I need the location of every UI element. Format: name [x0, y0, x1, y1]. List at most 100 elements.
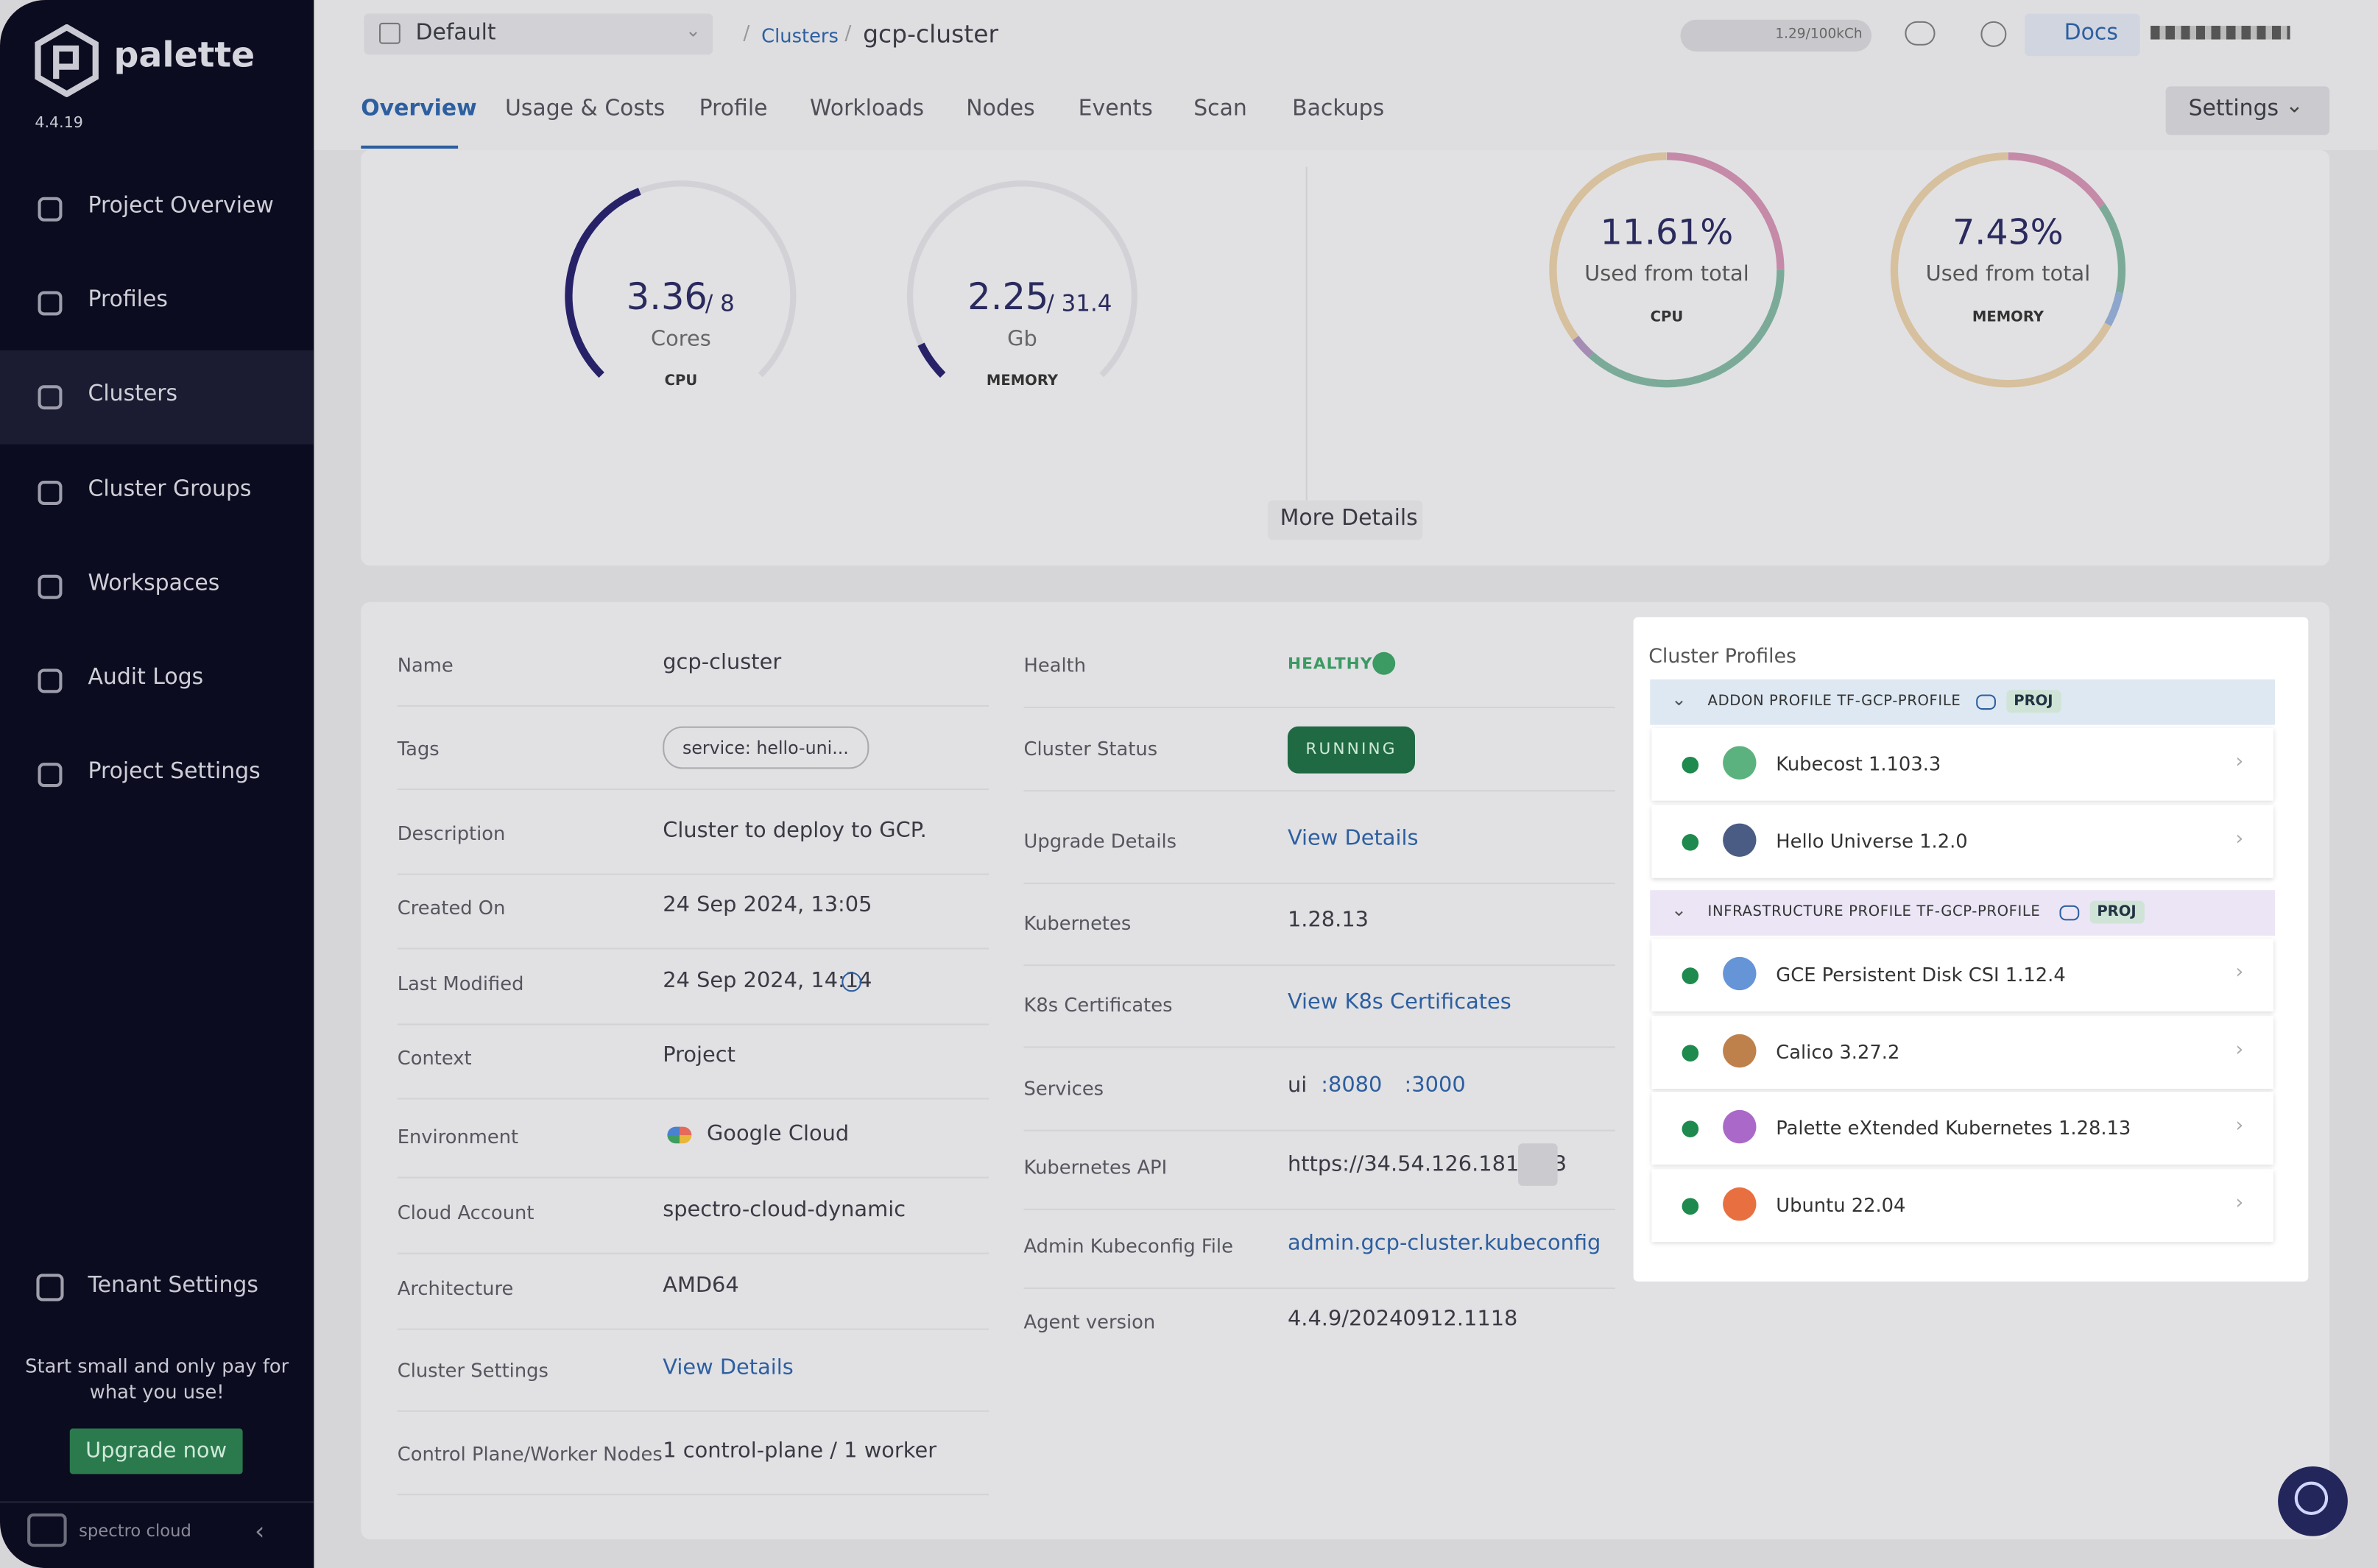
link-value[interactable]: View K8s Certificates — [1287, 990, 1511, 1015]
nav-icon — [38, 480, 63, 505]
group-chevron: ⌄ — [1671, 688, 1687, 710]
docs-button[interactable] — [2025, 13, 2140, 57]
link-value[interactable]: View Details — [663, 1355, 794, 1380]
health-icon — [1372, 651, 1396, 675]
tab[interactable]: Events — [1078, 96, 1153, 121]
ring-segment — [1588, 269, 1785, 388]
ring-caption: Used from total — [1925, 262, 2091, 287]
row-divider — [397, 1494, 989, 1496]
compass-icon[interactable] — [1980, 21, 2007, 47]
field-value: gcp-cluster — [663, 650, 782, 675]
row-divider — [397, 704, 989, 707]
row-divider — [1023, 1287, 1615, 1289]
nav-icon — [38, 763, 63, 788]
pack-status — [1682, 967, 1699, 984]
gauge-unit: Cores — [651, 327, 711, 352]
nav-icon — [38, 668, 63, 693]
info-icon — [842, 972, 862, 992]
row-divider — [1023, 1046, 1615, 1048]
pack-status — [1682, 756, 1699, 774]
tab[interactable]: Profile — [699, 96, 768, 121]
copy-button[interactable] — [1518, 1143, 1558, 1186]
docs[interactable]: Docs — [2064, 21, 2118, 46]
gauge-value — [917, 342, 946, 378]
group-name: ADDON PROFILE TF-GCP-PROFILE — [1707, 693, 1961, 710]
field-label: Kubernetes API — [1023, 1155, 1168, 1179]
field-label: Agent version — [1023, 1310, 1156, 1333]
collapse[interactable]: ‹ — [255, 1516, 265, 1546]
field-label: Name — [397, 653, 454, 677]
field-label: Context — [397, 1046, 472, 1070]
brand-name: palette — [113, 36, 255, 76]
tab[interactable]: Overview — [361, 96, 477, 121]
pack-icon — [1723, 822, 1757, 856]
field-value: Google Cloud — [706, 1122, 850, 1147]
service-name: ui — [1287, 1073, 1308, 1098]
pack-chevron: › — [2235, 827, 2244, 850]
more-details-button[interactable] — [1268, 500, 1423, 540]
tab[interactable]: Usage & Costs — [504, 96, 666, 121]
gauge-track — [906, 180, 1137, 378]
ring-caption: Used from total — [1584, 262, 1749, 287]
pack-chevron: › — [2235, 1191, 2244, 1215]
usage: 1.29/100kCh — [1680, 19, 1872, 52]
group-header — [1650, 679, 2275, 725]
sidebar: palette 4.4.19 Project Overview Profiles C… — [0, 0, 314, 1568]
service-port[interactable]: :3000 — [1404, 1073, 1466, 1098]
field-label: Health — [1023, 653, 1087, 677]
project-icon — [379, 22, 401, 44]
search-icon — [2294, 1481, 2329, 1515]
ring-label: CPU — [1650, 309, 1684, 326]
upgrade-button[interactable]: Upgrade now — [69, 1428, 243, 1475]
nav-icon — [38, 197, 63, 222]
field-value: 1 control-plane / 1 worker — [663, 1438, 937, 1463]
tenant-settings[interactable]: Tenant Settings — [88, 1274, 258, 1299]
footer-logo — [27, 1513, 67, 1547]
pack-status — [1682, 833, 1699, 850]
pack-chevron: › — [2235, 961, 2244, 984]
tab[interactable]: Nodes — [966, 96, 1035, 121]
tag: service: hello-uni... — [663, 726, 869, 769]
settings-button[interactable] — [2165, 86, 2330, 135]
more-details[interactable]: More Details — [1280, 506, 1418, 531]
ring-segment — [1890, 152, 2111, 388]
nav-item[interactable]: Project Settings — [88, 760, 261, 785]
gauges — [565, 152, 2126, 388]
ring-segment — [2104, 292, 2123, 327]
row-divider — [1023, 964, 1615, 967]
nav-item[interactable]: Workspaces — [88, 571, 220, 596]
pack-icon — [1723, 746, 1757, 780]
tab[interactable]: Scan — [1193, 96, 1247, 121]
breadcrumb-link[interactable]: Clusters — [761, 24, 839, 47]
usage-card — [361, 149, 2330, 566]
row-divider — [1023, 1208, 1615, 1210]
field-label: Created On — [397, 896, 506, 919]
gauge-label: MEMORY — [986, 372, 1059, 390]
nav-item[interactable]: Project Overview — [88, 194, 274, 219]
nav-item[interactable]: Clusters — [88, 382, 178, 407]
project-select[interactable] — [364, 13, 713, 55]
scope-badge: PROJ — [2089, 900, 2144, 924]
field-label: Architecture — [397, 1276, 514, 1300]
chat-icon[interactable] — [1905, 21, 1936, 46]
link-value[interactable]: admin.gcp-cluster.kubeconfig — [1287, 1231, 1601, 1256]
ring-label: MEMORY — [1972, 309, 2044, 326]
tab[interactable]: Backups — [1292, 96, 1385, 121]
ring-segment — [1549, 152, 1667, 341]
tab[interactable]: Workloads — [810, 96, 925, 121]
logo — [35, 24, 99, 97]
ring-segment — [2008, 152, 2106, 208]
pack-name: GCE Persistent Disk CSI 1.12.4 — [1776, 963, 2066, 986]
service-port[interactable]: :8080 — [1321, 1073, 1383, 1098]
link-icon — [1975, 694, 1996, 710]
settings[interactable]: Settings — [2188, 96, 2279, 121]
nav-item[interactable]: Profiles — [88, 288, 168, 313]
link-value[interactable]: View Details — [1287, 826, 1419, 851]
row-divider — [397, 1410, 989, 1412]
nav-item[interactable]: Cluster Groups — [88, 477, 252, 502]
nav-icon — [38, 291, 63, 316]
pack-icon — [1723, 956, 1757, 991]
nav-item[interactable]: Audit Logs — [88, 665, 204, 691]
